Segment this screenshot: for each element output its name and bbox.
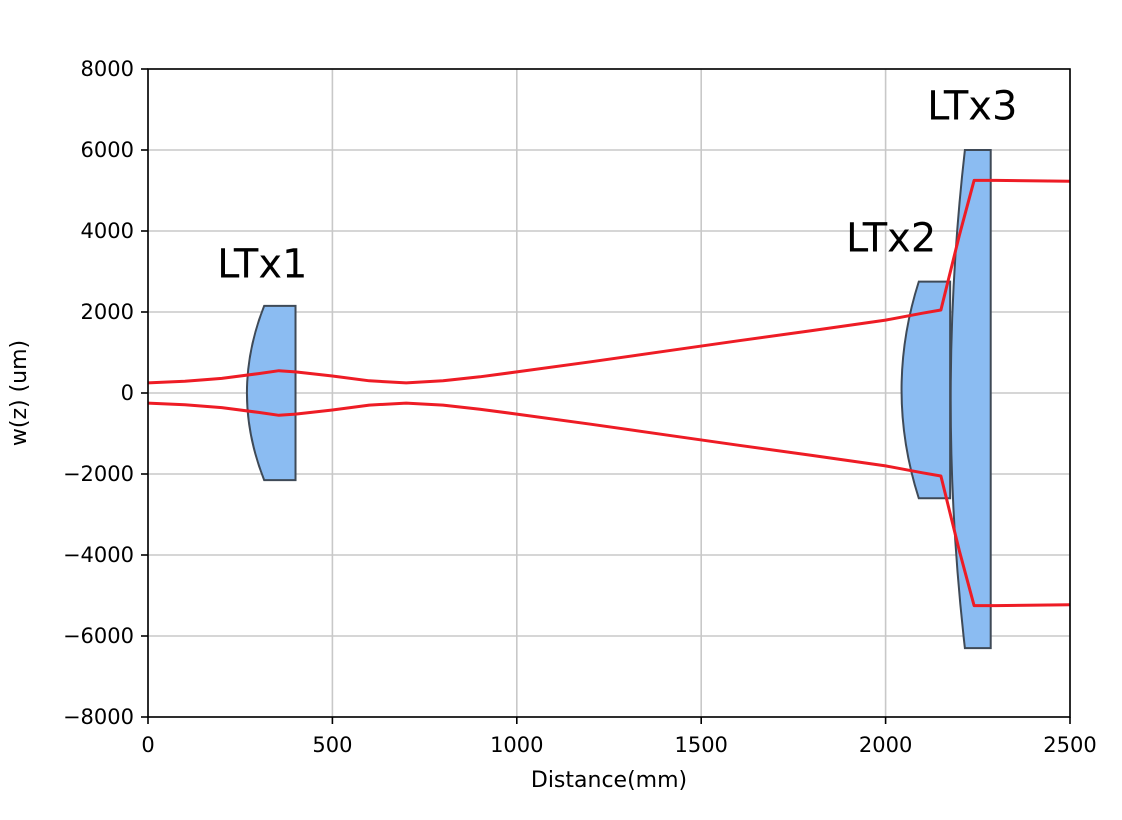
- lens-label-ltx3: LTx3: [927, 84, 1017, 130]
- lens-ltx3: [949, 149, 992, 650]
- x-tick-label: 2000: [859, 733, 912, 757]
- lens-labels: LTx1 LTx2 LTx3: [217, 84, 1017, 288]
- y-tick-label: −2000: [63, 462, 134, 486]
- y-tick-label: 4000: [81, 219, 134, 243]
- lenses: [245, 149, 992, 650]
- lens-label-ltx2: LTx2: [846, 215, 936, 261]
- y-tick-label: −8000: [63, 705, 134, 729]
- x-axis-label: Distance(mm): [531, 768, 687, 793]
- y-tick-label: −4000: [63, 543, 134, 567]
- x-tick-label: 1000: [490, 733, 543, 757]
- y-tick-label: 8000: [81, 57, 134, 81]
- lens-label-ltx1: LTx1: [217, 242, 307, 288]
- y-axis-label: w(z) (um): [7, 340, 32, 446]
- y-tick-label: 6000: [81, 138, 134, 162]
- y-tick-label: 0: [121, 381, 134, 405]
- x-tick-label: 2500: [1043, 733, 1096, 757]
- y-tick-label: 2000: [81, 300, 134, 324]
- x-tick-label: 0: [141, 733, 154, 757]
- beam-upper-edge: [147, 178, 1071, 385]
- x-tick-label: 1500: [674, 733, 727, 757]
- beam-lower-edge: [147, 401, 1071, 608]
- lens-ltx1: [245, 304, 297, 482]
- x-tick-label: 500: [312, 733, 352, 757]
- y-tick-label: −6000: [63, 624, 134, 648]
- axis-ticks: 0 500 1000 1500 2000 2500 −8000 −6000 −4000 −2000…: [63, 57, 1097, 757]
- beam-profile: [147, 178, 1071, 608]
